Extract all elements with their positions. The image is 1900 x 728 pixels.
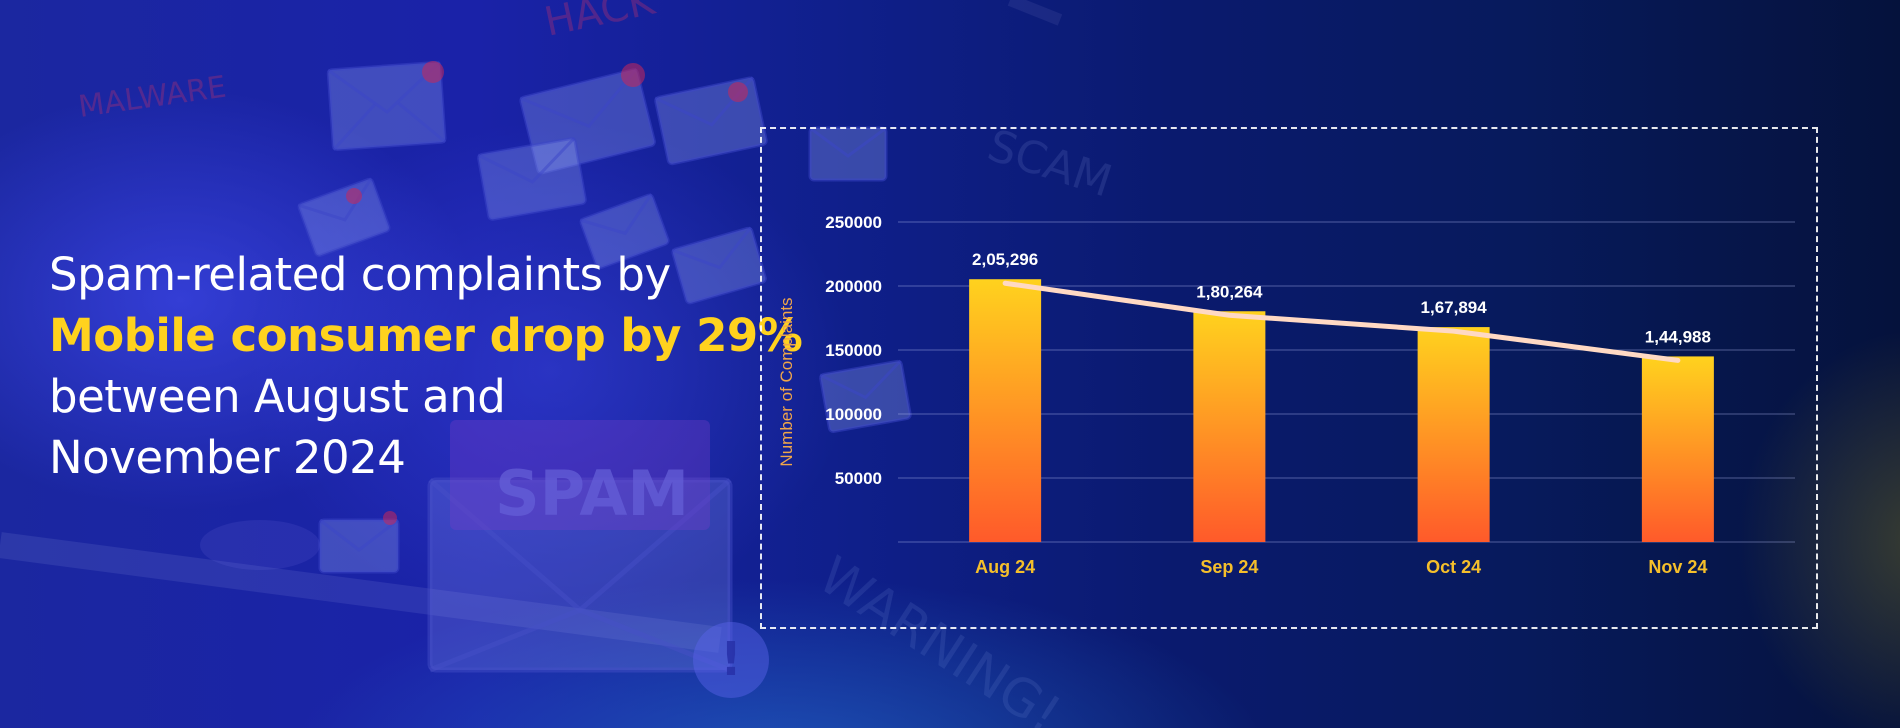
bar (1193, 311, 1266, 542)
y-tick-label: 150000 (825, 341, 882, 360)
chart-frame (760, 127, 1818, 629)
y-tick-label: 200000 (825, 277, 882, 296)
data-label: 1,67,894 (1421, 298, 1488, 317)
x-tick-label: Aug 24 (975, 557, 1035, 577)
svg-text:!: ! (721, 632, 742, 686)
spam-text: SPAM (495, 457, 689, 530)
headline-line-4: November 2024 (49, 431, 406, 484)
y-tick-label: 50000 (835, 469, 882, 488)
large-envelope-icon (427, 477, 733, 673)
bar (969, 279, 1042, 542)
headline: Spam-related complaints by Mobile consum… (49, 244, 803, 488)
data-label: 1,44,988 (1645, 327, 1711, 346)
bar (1417, 327, 1490, 542)
data-label: 2,05,296 (972, 250, 1038, 269)
x-tick-label: Sep 24 (1200, 557, 1258, 577)
headline-highlight: Mobile consumer drop by 29% (49, 309, 803, 362)
x-tick-label: Nov 24 (1648, 557, 1707, 577)
headline-line-1: Spam-related complaints by (49, 248, 671, 301)
envelope-icon (297, 60, 912, 574)
y-tick-label: 100000 (825, 405, 882, 424)
warning-icon (693, 622, 769, 698)
y-tick-label: 250000 (825, 213, 882, 232)
x-tick-label: Oct 24 (1426, 557, 1481, 577)
headline-line-3: between August and (49, 370, 506, 423)
data-label: 1,80,264 (1196, 282, 1263, 301)
trend-line (1002, 280, 1681, 363)
complaints-bar-chart: 50000 100000 150000 200000 250000 2,05,296 Au… (777, 213, 1795, 577)
y-axis-label: Number of Complaints (777, 297, 796, 466)
bar (1641, 356, 1714, 542)
malware-text: MALWARE (76, 70, 228, 125)
hack-text: HACK (541, 0, 661, 46)
